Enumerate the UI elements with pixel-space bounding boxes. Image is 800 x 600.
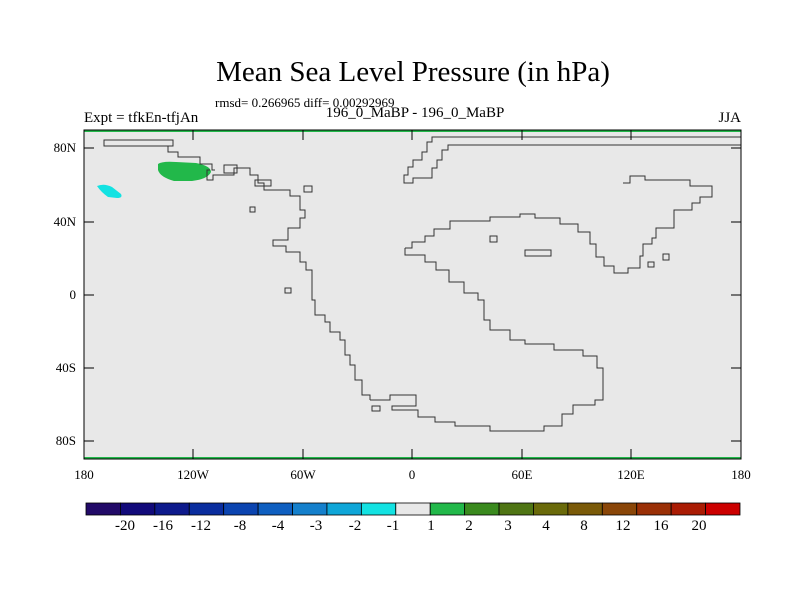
colorbar-swatch bbox=[257, 502, 293, 516]
coastlines bbox=[103, 136, 741, 432]
island-5 bbox=[371, 405, 381, 412]
y-ticks bbox=[84, 147, 741, 442]
colorbar-label: -16 bbox=[153, 518, 173, 534]
ylabel-80n: 80N bbox=[53, 140, 76, 155]
colorbar-label: 16 bbox=[653, 518, 669, 534]
xlabel-60w: 60W bbox=[290, 467, 316, 482]
colorbar-label: -4 bbox=[271, 518, 285, 534]
colorbar-label: 1 bbox=[427, 518, 435, 534]
colorbar-label: -3 bbox=[309, 518, 323, 534]
island-8 bbox=[647, 261, 655, 268]
stats-label: rmsd= 0.266965 diff= 0.00292969 bbox=[215, 95, 395, 110]
colorbar-swatch bbox=[498, 502, 534, 516]
colorbar-label: 8 bbox=[580, 518, 588, 534]
colorbar-swatch bbox=[188, 502, 225, 516]
colorbar-label: -8 bbox=[233, 518, 247, 534]
colorbar-swatch bbox=[326, 502, 362, 516]
colorbar-swatch bbox=[636, 502, 672, 516]
island-7 bbox=[524, 249, 552, 257]
colorbar-label: 4 bbox=[542, 518, 550, 534]
colorbar-swatch bbox=[292, 502, 328, 516]
ylabel-80s: 80S bbox=[55, 433, 76, 448]
colorbar-swatch bbox=[533, 502, 569, 516]
colorbar-swatch bbox=[705, 502, 741, 516]
island-10 bbox=[254, 179, 272, 187]
island-3 bbox=[249, 206, 256, 213]
colorbar-swatch bbox=[601, 502, 638, 516]
colorbar-swatch bbox=[120, 502, 156, 516]
season-label: JJA bbox=[718, 110, 741, 126]
colorbar-label: 20 bbox=[691, 518, 707, 534]
experiment-label: Expt = tfkEn-tfjAn bbox=[84, 110, 199, 126]
colorbar-swatch bbox=[464, 502, 500, 516]
ylabel-40s: 40S bbox=[55, 360, 76, 375]
colorbar-label: 2 bbox=[465, 518, 473, 534]
colorbar-swatch bbox=[360, 502, 397, 516]
plot-title: Mean Sea Level Pressure (in hPa) bbox=[216, 56, 610, 88]
ylabel-40n: 40N bbox=[53, 214, 76, 229]
xlabel-120w: 120W bbox=[177, 467, 209, 482]
island-6 bbox=[489, 235, 498, 243]
colorbar-label: 3 bbox=[504, 518, 512, 534]
colorbar-label: -12 bbox=[191, 518, 211, 534]
map-panel bbox=[83, 129, 742, 460]
island-4 bbox=[284, 287, 292, 294]
colorbar-label: -2 bbox=[348, 518, 362, 534]
x-ticks bbox=[192, 130, 632, 459]
xlabel-180-right: 180 bbox=[731, 467, 751, 482]
colorbar-swatch bbox=[395, 502, 431, 516]
negative-anomaly-region bbox=[97, 184, 122, 198]
coastline-eurasia-africa bbox=[370, 175, 713, 432]
xlabel-60e: 60E bbox=[511, 467, 533, 482]
island-2 bbox=[303, 185, 313, 193]
xlabel-0: 0 bbox=[408, 467, 416, 482]
colorbar-label: -1 bbox=[386, 518, 400, 534]
colorbar-label: -20 bbox=[115, 518, 135, 534]
colorbar-swatch bbox=[223, 502, 259, 516]
colorbar-swatch bbox=[85, 502, 121, 516]
xlabel-120e: 120E bbox=[617, 467, 645, 482]
comparison-label: 196_0_MaBP - 196_0_MaBP bbox=[325, 105, 505, 121]
ylabel-0: 0 bbox=[69, 287, 77, 302]
coastline-americas bbox=[103, 139, 371, 400]
coastline-north bbox=[403, 136, 741, 184]
island-9 bbox=[662, 253, 670, 261]
colorbar-label: 12 bbox=[615, 518, 631, 534]
colorbar bbox=[85, 502, 741, 516]
island-1 bbox=[223, 164, 238, 174]
colorbar-swatch bbox=[429, 502, 466, 516]
positive-anomaly-region bbox=[158, 161, 211, 181]
xlabel-180-left: 180 bbox=[74, 467, 94, 482]
colorbar-swatch bbox=[567, 502, 603, 516]
map-background bbox=[84, 130, 741, 459]
colorbar-swatch bbox=[154, 502, 190, 516]
colorbar-swatch bbox=[670, 502, 706, 516]
